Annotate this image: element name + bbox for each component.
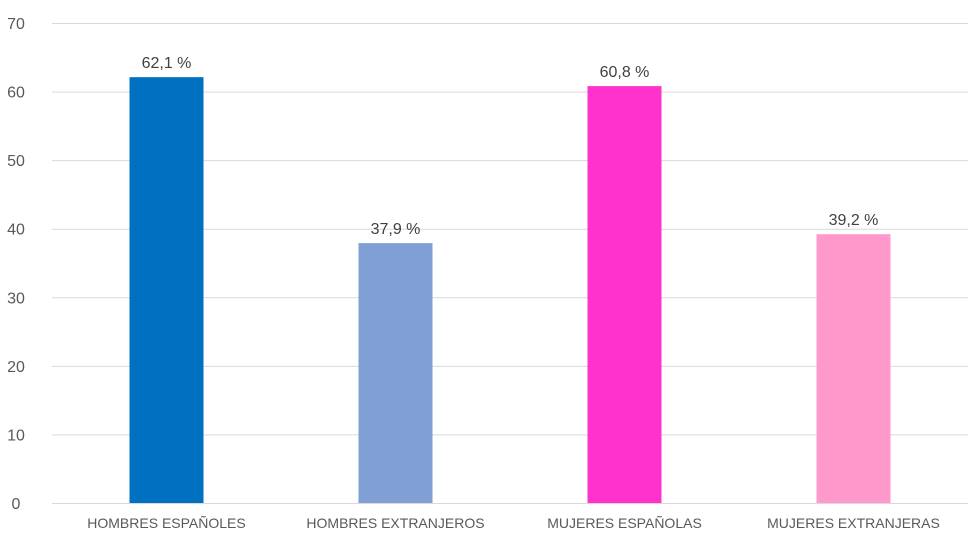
gridlines [52,23,968,504]
y-tick-label: 30 [7,290,25,307]
y-axis-ticks: 0 10 20 30 40 50 60 70 [7,16,25,513]
data-label: 60,8 % [600,64,650,81]
y-tick-label: 20 [7,359,25,376]
x-tick-label: HOMBRES ESPAÑOLES [87,515,245,531]
bar [587,86,662,503]
x-axis-ticks: HOMBRES ESPAÑOLES HOMBRES EXTRANJEROS MUJE… [87,515,940,531]
y-tick-label: 0 [12,496,21,513]
y-tick-label: 60 [7,85,25,102]
y-tick-label: 10 [7,427,25,444]
data-label: 39,2 % [829,212,879,229]
x-tick-label: HOMBRES EXTRANJEROS [306,515,484,531]
bars [129,77,891,504]
data-labels: 62,1 % 37,9 % 60,8 % 39,2 % [142,55,879,238]
bar [816,234,891,503]
bar [129,77,204,504]
y-tick-label: 70 [7,16,25,33]
y-tick-label: 50 [7,153,25,170]
data-label: 62,1 % [142,55,192,72]
y-tick-label: 40 [7,222,25,239]
bar [358,243,433,503]
data-label: 37,9 % [371,221,421,238]
x-tick-label: MUJERES EXTRANJERAS [767,515,940,531]
x-tick-label: MUJERES ESPAÑOLAS [547,515,702,531]
